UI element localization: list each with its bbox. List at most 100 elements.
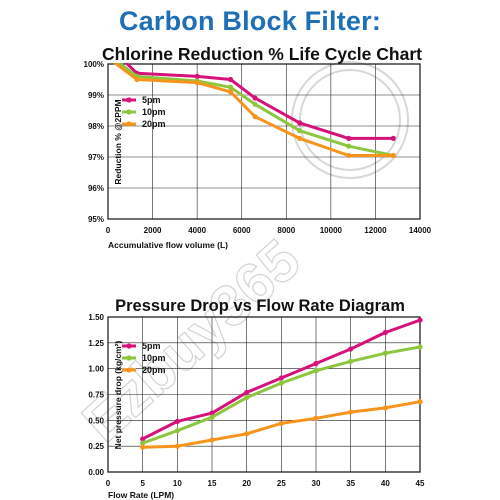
data-point-10pm [209, 414, 215, 420]
legend-label-5pm: 5pm [142, 341, 161, 351]
data-point-20pm [346, 152, 352, 159]
data-point-10pm [313, 368, 319, 374]
x-tick-label: 0 [106, 226, 111, 235]
legend-marker-20pm [126, 121, 132, 127]
data-point-20pm [348, 409, 354, 415]
data-point-10pm [252, 101, 258, 107]
data-point-10pm [140, 440, 146, 446]
data-point-5pm [346, 135, 352, 141]
legend-label-10pm: 10pm [142, 353, 166, 363]
y-tick-label: 95% [88, 215, 104, 224]
data-point-10pm [227, 84, 234, 90]
y-tick-label: 99% [88, 91, 104, 100]
data-point-20pm [278, 420, 284, 427]
x-tick-label: 4000 [188, 226, 206, 235]
x-tick-label: 2000 [144, 226, 162, 235]
legend-label-10pm: 10pm [142, 107, 166, 117]
series-group [140, 317, 423, 450]
legend-label-20pm: 20pm [142, 365, 166, 375]
y-tick-label: 96% [88, 184, 104, 193]
data-point-20pm [297, 135, 303, 141]
x-tick-label: 30 [312, 479, 321, 488]
y-tick-label: 0.50 [88, 416, 104, 425]
data-point-10pm [297, 128, 303, 134]
x-tick-label: 35 [346, 479, 355, 488]
y-axis-label: Reduction % @2PPM [113, 99, 123, 184]
x-tick-label: 40 [381, 479, 390, 488]
y-tick-label: 98% [88, 122, 104, 131]
series-line-20pm [112, 63, 395, 157]
x-tick-label: 15 [208, 479, 217, 488]
data-point-5pm [194, 73, 200, 79]
x-tick-label: 25 [277, 479, 286, 488]
x-axis-label: Accumulative flow volume (L) [108, 240, 228, 250]
data-point-20pm [244, 431, 250, 437]
data-point-5pm [297, 120, 303, 126]
pressure-drop-chart: Pressure Drop vs Flow Rate Diagram 0 5 10 15… [88, 297, 425, 500]
data-point-5pm [140, 436, 146, 442]
data-point-20pm [227, 89, 234, 95]
data-point-5pm [313, 360, 319, 367]
page-title: Carbon Block Filter: [118, 6, 382, 36]
watermark-ring [291, 61, 409, 179]
legend-marker-10pm [126, 355, 132, 361]
data-point-10pm [278, 380, 284, 386]
data-point-10pm [174, 428, 180, 434]
data-point-20pm [313, 415, 319, 421]
data-point-20pm [382, 405, 388, 411]
data-point-10pm [382, 350, 388, 356]
data-point-20pm [140, 444, 146, 450]
x-tick-label: 14000 [409, 226, 432, 235]
data-point-20pm [417, 399, 423, 405]
series-group [112, 63, 396, 159]
data-point-5pm [252, 95, 258, 101]
data-point-20pm [209, 437, 215, 443]
x-tick-label: 10000 [320, 226, 343, 235]
watermark-ring-inner [299, 69, 401, 171]
data-point-20pm [134, 76, 140, 83]
data-point-5pm [278, 375, 284, 381]
data-point-10pm [346, 143, 352, 149]
legend-marker-5pm [126, 343, 132, 349]
x-tick-label: 12000 [364, 226, 387, 235]
data-point-5pm [244, 389, 250, 396]
data-point-5pm [417, 317, 423, 323]
data-point-5pm [382, 329, 388, 336]
chart-title: Chlorine Reduction % Life Cycle Chart [102, 44, 422, 64]
x-axis-label: Flow Rate (LPM) [108, 490, 174, 500]
x-tick-label: 5 [140, 479, 145, 488]
plot-frame [107, 63, 421, 220]
x-tick-label: 0 [106, 479, 111, 488]
y-tick-label: 1.25 [88, 339, 104, 348]
y-tick-label: 0.25 [88, 442, 104, 451]
x-tick-label: 45 [416, 479, 425, 488]
y-axis-label: Net pressure drop (kg/cm²) [113, 341, 123, 450]
x-tick-label: 20 [242, 479, 251, 488]
y-tick-label: 0.00 [88, 468, 104, 477]
y-tick-label: 100% [84, 60, 104, 69]
series-line-5pm [124, 63, 395, 140]
y-tick-label: 0.75 [88, 391, 104, 400]
chlorine-reduction-chart: Chlorine Reduction % Life Cycle Chart 0 20… [84, 44, 432, 250]
data-point-5pm [227, 76, 234, 83]
data-point-10pm [348, 358, 354, 365]
series-line-10pm [116, 63, 395, 157]
legend-marker-10pm [126, 109, 132, 115]
data-point-5pm [174, 418, 180, 424]
x-tick-label: 6000 [233, 226, 251, 235]
y-tick-label: 97% [88, 153, 104, 162]
legend-marker-20pm [126, 367, 132, 373]
y-tick-label: 1.50 [88, 313, 104, 322]
data-point-5pm [348, 346, 354, 352]
chart-title: Pressure Drop vs Flow Rate Diagram [115, 297, 405, 315]
plot-frame [107, 316, 421, 473]
y-tick-label: 1.00 [88, 365, 104, 374]
x-tick-label: 10 [173, 479, 182, 488]
legend-label-20pm: 20pm [142, 119, 166, 129]
data-point-20pm [390, 152, 396, 159]
data-point-20pm [174, 443, 180, 449]
x-tick-label: 8000 [277, 226, 295, 235]
data-point-20pm [252, 114, 258, 120]
